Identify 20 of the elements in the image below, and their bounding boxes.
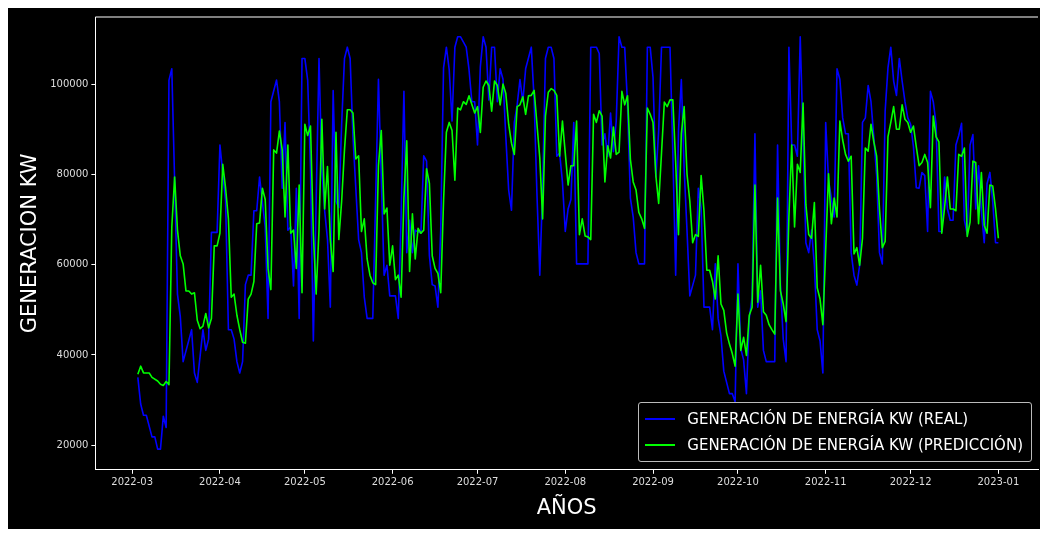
x-tick-label: 2022-05 — [283, 476, 326, 488]
y-tick-label: 40000 — [56, 348, 89, 360]
x-tick-label: 2022-08 — [544, 476, 587, 488]
x-tick-label: 2023-01 — [977, 476, 1020, 488]
y-tick-label: 60000 — [56, 258, 89, 270]
y-axis-title: GENERACION KW — [17, 153, 42, 334]
x-tick-label: 2022-12 — [889, 476, 932, 488]
legend-label: GENERACIÓN DE ENERGÍA KW (REAL) — [687, 408, 969, 430]
y-tick-label: 80000 — [56, 168, 89, 180]
x-tick-label: 2022-07 — [456, 476, 499, 488]
legend-label: GENERACIÓN DE ENERGÍA KW (PREDICCIÓN) — [687, 434, 1023, 456]
y-tick-label: 100000 — [50, 78, 89, 90]
x-tick-label: 2022-11 — [804, 476, 847, 488]
x-tick-label: 2022-03 — [111, 476, 154, 488]
x-axis-title: AÑOS — [536, 492, 597, 519]
x-tick-label: 2022-06 — [371, 476, 414, 488]
x-tick-label: 2022-04 — [199, 476, 241, 488]
x-tick-label: 2022-10 — [717, 476, 759, 488]
y-tick-label: 20000 — [56, 438, 89, 450]
x-tick-label: 2022-09 — [632, 476, 674, 488]
